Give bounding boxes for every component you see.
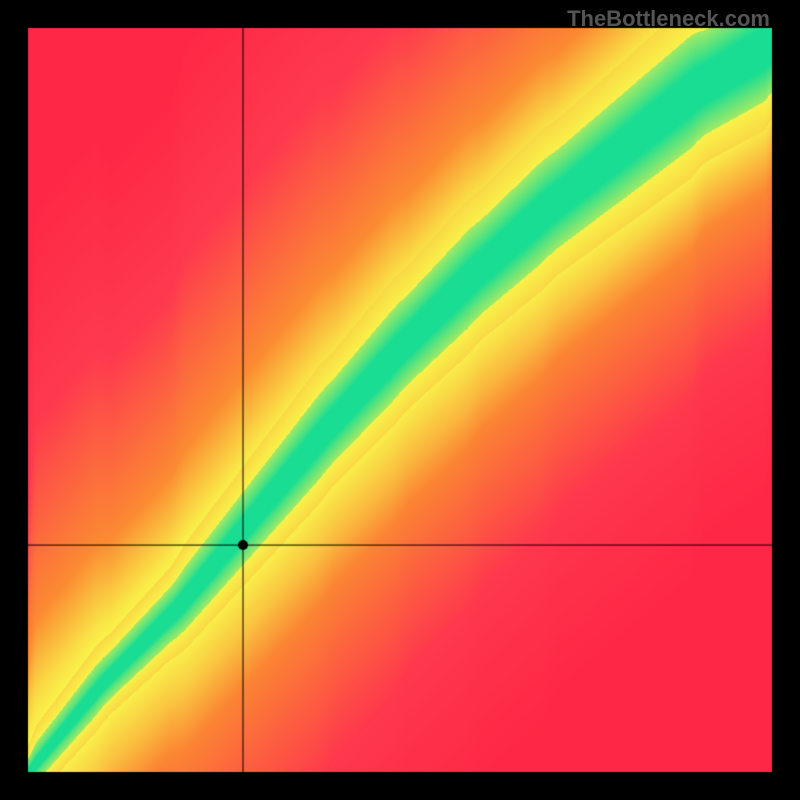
watermark-text: TheBottleneck.com: [567, 6, 770, 32]
bottleneck-heatmap: [0, 0, 800, 800]
chart-container: TheBottleneck.com: [0, 0, 800, 800]
